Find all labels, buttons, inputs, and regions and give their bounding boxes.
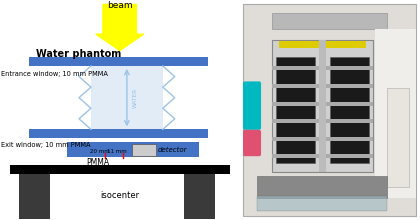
Bar [388, 88, 409, 187]
Bar [29, 57, 208, 66]
Text: 11 mm: 11 mm [107, 149, 127, 154]
Text: beam: beam [107, 1, 133, 10]
Bar [375, 29, 416, 198]
Bar [10, 165, 230, 174]
FancyBboxPatch shape [243, 130, 261, 156]
Bar [272, 66, 373, 70]
Text: WATER: WATER [133, 88, 138, 108]
Bar [279, 41, 366, 48]
Bar [272, 102, 373, 106]
Text: Entrance window; 10 mm PMMA: Entrance window; 10 mm PMMA [1, 71, 108, 77]
Bar [184, 173, 215, 219]
Bar [257, 176, 388, 198]
FancyBboxPatch shape [243, 81, 261, 130]
Bar [132, 144, 155, 156]
Bar [272, 119, 373, 123]
Bar [276, 57, 315, 163]
Text: detector: detector [158, 147, 187, 153]
Bar [257, 196, 388, 211]
Text: isocenter: isocenter [100, 191, 139, 200]
Bar [330, 57, 370, 163]
Text: Exit window; 10 mm PMMA: Exit window; 10 mm PMMA [1, 142, 91, 148]
Bar [272, 154, 373, 158]
Bar [272, 84, 373, 88]
Bar [29, 129, 208, 138]
Text: 20 mm: 20 mm [90, 149, 110, 154]
Bar [319, 40, 326, 172]
Bar [67, 142, 199, 157]
FancyArrow shape [96, 4, 144, 51]
Bar [272, 137, 373, 141]
Bar [91, 66, 163, 130]
Text: Water phantom: Water phantom [36, 49, 121, 59]
Bar [272, 13, 388, 29]
Bar [19, 173, 50, 219]
Text: PMMA: PMMA [87, 158, 110, 167]
Bar [272, 40, 373, 172]
